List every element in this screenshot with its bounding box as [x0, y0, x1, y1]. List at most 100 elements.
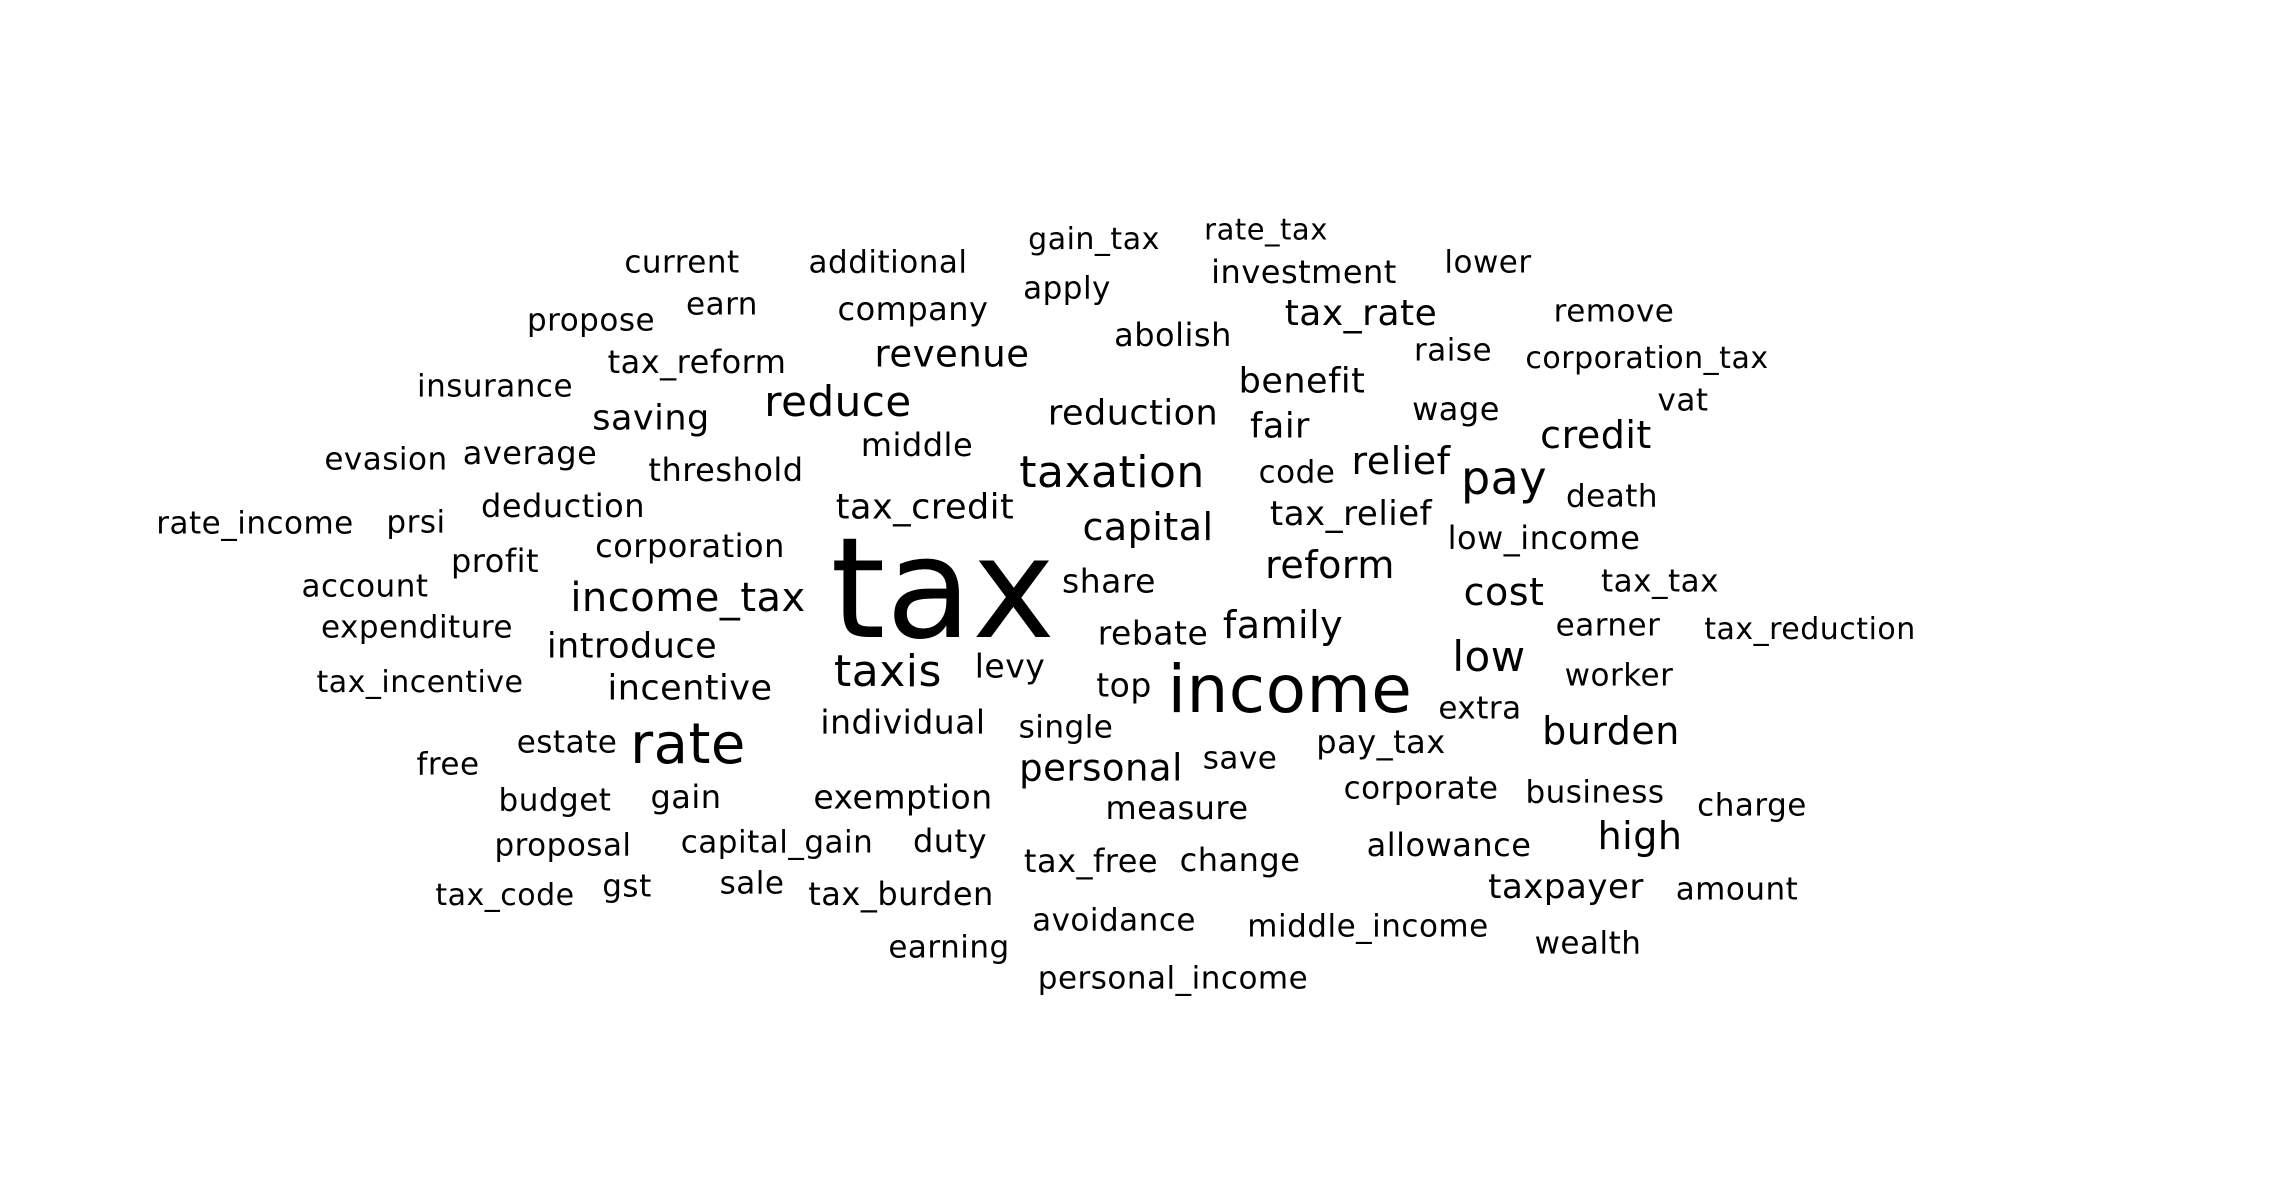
- word-corporate: corporate: [1343, 770, 1499, 807]
- word-tax-free: tax_free: [1023, 842, 1159, 880]
- word-avoidance: avoidance: [1032, 902, 1196, 939]
- word-apply: apply: [1023, 270, 1111, 307]
- word-change: change: [1179, 841, 1301, 879]
- word-relief: relief: [1351, 439, 1451, 483]
- word-gst: gst: [602, 868, 652, 905]
- word-taxis: taxis: [834, 646, 942, 697]
- word-low-income: low_income: [1447, 519, 1641, 557]
- word-current: current: [624, 244, 740, 281]
- word-charge: charge: [1697, 787, 1807, 824]
- word-threshold: threshold: [648, 451, 804, 489]
- word-individual: individual: [820, 702, 986, 742]
- word-tax-credit: tax_credit: [835, 487, 1015, 528]
- word-duty: duty: [912, 822, 988, 860]
- word-pay-tax: pay_tax: [1316, 723, 1446, 761]
- word-benefit: benefit: [1238, 361, 1366, 402]
- word-additional: additional: [808, 244, 968, 281]
- word-income-tax: income_tax: [570, 575, 806, 621]
- word-rebate: rebate: [1097, 613, 1209, 653]
- word-tax-tax: tax_tax: [1601, 563, 1719, 600]
- word-rate-tax: rate_tax: [1204, 212, 1328, 247]
- word-fair: fair: [1250, 406, 1310, 447]
- word-abolish: abolish: [1114, 316, 1232, 354]
- word-raise: raise: [1413, 332, 1493, 369]
- word-middle: middle: [860, 426, 974, 464]
- word-earning: earning: [888, 929, 1010, 966]
- word-propose: propose: [526, 302, 656, 339]
- word-deduction: deduction: [481, 487, 645, 525]
- word-personal-income: personal_income: [1037, 960, 1309, 997]
- word-tax-burden: tax_burden: [808, 875, 994, 913]
- word-tax-reduction: tax_reduction: [1704, 612, 1916, 647]
- word-vat: vat: [1657, 382, 1709, 419]
- word-death: death: [1565, 478, 1659, 515]
- word-evasion: evasion: [324, 441, 448, 478]
- word-share: share: [1062, 561, 1156, 601]
- word-levy: levy: [974, 646, 1046, 686]
- word-measure: measure: [1105, 789, 1249, 827]
- word-remove: remove: [1553, 293, 1675, 330]
- word-reduction: reduction: [1047, 393, 1219, 434]
- word-lower: lower: [1444, 244, 1532, 281]
- word-middle-income: middle_income: [1247, 908, 1489, 945]
- word-profit: profit: [450, 542, 540, 580]
- word-wage: wage: [1412, 390, 1500, 428]
- word-taxpayer: taxpayer: [1488, 867, 1644, 907]
- word-account: account: [301, 568, 429, 605]
- word-company: company: [837, 290, 989, 328]
- word-amount: amount: [1675, 871, 1799, 908]
- word-tax-incentive: tax_incentive: [316, 665, 524, 700]
- word-save: save: [1202, 740, 1278, 777]
- word-insurance: insurance: [416, 368, 574, 405]
- word-cost: cost: [1463, 570, 1545, 614]
- word-reform: reform: [1265, 543, 1395, 587]
- word-pay: pay: [1460, 451, 1548, 505]
- word-income: income: [1167, 651, 1413, 728]
- word-wealth: wealth: [1534, 925, 1642, 962]
- word-earn: earn: [686, 286, 758, 323]
- word-exemption: exemption: [813, 777, 993, 817]
- word-reduce: reduce: [764, 377, 912, 426]
- word-tax-rate: tax_rate: [1284, 293, 1438, 334]
- word-capital-gain: capital_gain: [680, 824, 874, 861]
- word-saving: saving: [592, 398, 710, 439]
- word-business: business: [1525, 774, 1665, 811]
- word-extra: extra: [1438, 690, 1522, 727]
- word-capital: capital: [1082, 505, 1214, 549]
- word-gain: gain: [650, 778, 722, 816]
- word-tax-reform: tax_reform: [607, 343, 787, 381]
- word-allowance: allowance: [1366, 826, 1532, 864]
- word-tax-code: tax_code: [435, 878, 575, 913]
- word-incentive: incentive: [607, 668, 773, 709]
- word-rate: rate: [630, 712, 746, 777]
- word-burden: burden: [1542, 709, 1680, 753]
- word-tax: tax: [830, 508, 1056, 671]
- word-credit: credit: [1540, 413, 1652, 457]
- word-prsi: prsi: [386, 504, 446, 541]
- word-expenditure: expenditure: [321, 609, 513, 646]
- word-rate-income: rate_income: [156, 505, 354, 542]
- word-worker: worker: [1564, 657, 1674, 694]
- word-revenue: revenue: [874, 332, 1030, 376]
- word-sale: sale: [719, 865, 785, 902]
- word-corporation-tax: corporation_tax: [1525, 341, 1769, 376]
- word-gain-tax: gain_tax: [1028, 222, 1160, 257]
- word-free: free: [416, 746, 480, 783]
- word-taxation: taxation: [1019, 447, 1205, 498]
- word-code: code: [1258, 454, 1336, 491]
- word-high: high: [1597, 814, 1683, 858]
- word-average: average: [462, 434, 598, 472]
- word-budget: budget: [498, 782, 612, 819]
- word-family: family: [1222, 603, 1344, 647]
- word-tax-relief: tax_relief: [1269, 494, 1433, 534]
- word-corporation: corporation: [595, 527, 785, 565]
- word-introduce: introduce: [546, 626, 718, 667]
- word-estate: estate: [516, 724, 618, 761]
- word-single: single: [1018, 709, 1114, 746]
- word-personal: personal: [1019, 746, 1183, 790]
- word-proposal: proposal: [494, 827, 632, 864]
- word-investment: investment: [1211, 253, 1397, 291]
- word-top: top: [1096, 665, 1152, 705]
- word-earner: earner: [1555, 607, 1661, 644]
